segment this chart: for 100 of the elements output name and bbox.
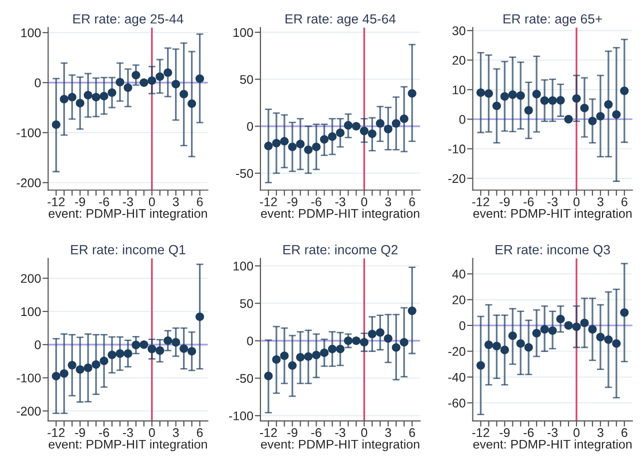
- point: [52, 120, 60, 129]
- x-tick-label: -12: [260, 428, 277, 437]
- point: [360, 126, 368, 136]
- x-axis-title: event: PDMP-HIT integration: [48, 439, 207, 452]
- point: [376, 119, 384, 128]
- x-tick-label: -6: [311, 197, 322, 206]
- x-tick-label: -3: [548, 197, 558, 206]
- x-tick-label: -3: [335, 197, 346, 206]
- point: [172, 80, 180, 88]
- point: [272, 355, 281, 364]
- point: [476, 88, 486, 97]
- point: [500, 346, 509, 354]
- point: [508, 331, 517, 340]
- x-tick-label: -6: [311, 428, 322, 438]
- point: [336, 344, 345, 354]
- x-tick-label: 0: [361, 197, 368, 206]
- point: [516, 91, 525, 100]
- point: [476, 361, 486, 370]
- y-tick-label: 0: [459, 115, 466, 124]
- y-tick-label: -200: [16, 178, 41, 188]
- x-tick-label: 0: [148, 197, 155, 206]
- point: [280, 351, 289, 360]
- point: [304, 145, 313, 154]
- point: [264, 142, 273, 150]
- x-tick-label: 3: [172, 428, 179, 438]
- y-tick-label: -100: [16, 128, 41, 138]
- point: [124, 83, 132, 92]
- point: [84, 364, 92, 372]
- point: [180, 90, 188, 98]
- x-tick-label: -6: [99, 428, 110, 438]
- point: [484, 89, 493, 98]
- y-tick-label: 0: [34, 340, 41, 350]
- point: [408, 89, 416, 98]
- x-tick-label: 3: [597, 197, 604, 206]
- point: [492, 102, 501, 110]
- x-tick-label: 3: [385, 197, 392, 206]
- point: [556, 96, 565, 105]
- point: [188, 99, 196, 108]
- point: [360, 338, 368, 347]
- point: [368, 330, 376, 338]
- point: [156, 346, 164, 355]
- point: [580, 318, 589, 328]
- y-tick-label: -100: [229, 411, 254, 420]
- x-axis-title: event: PDMP-HIT integration: [48, 208, 207, 220]
- point: [296, 140, 305, 148]
- x-tick-label: 0: [148, 428, 155, 438]
- point: [328, 344, 337, 354]
- chart-title: ER rate: income Q2: [283, 244, 398, 257]
- x-tick-label: -3: [548, 428, 558, 438]
- y-tick-label: 100: [234, 28, 254, 37]
- x-tick-label: 6: [196, 428, 203, 438]
- point: [344, 121, 353, 130]
- point: [588, 325, 597, 334]
- y-tick-label: -40: [448, 372, 466, 382]
- chart-title: ER rate: age 45-64: [286, 14, 396, 26]
- x-tick-label: -9: [500, 197, 510, 206]
- chart-title: ER rate: income Q3: [496, 244, 610, 257]
- point: [556, 314, 565, 324]
- point: [148, 76, 156, 85]
- point: [164, 336, 172, 345]
- x-tick-label: -12: [472, 197, 490, 206]
- y-tick-label: 200: [20, 274, 41, 283]
- x-axis-title: event: PDMP-HIT integration: [473, 439, 632, 452]
- y-tick-label: -60: [448, 398, 466, 408]
- point: [352, 336, 361, 346]
- point: [132, 340, 140, 350]
- point: [116, 78, 124, 86]
- x-tick-label: -12: [472, 428, 490, 437]
- y-tick-label: 100: [21, 307, 41, 316]
- point: [84, 90, 92, 100]
- chart-title: ER rate: income Q1: [71, 244, 186, 257]
- x-tick-label: 6: [622, 197, 628, 206]
- y-tick-label: 30: [452, 26, 466, 36]
- y-tick-label: 0: [247, 122, 254, 131]
- point: [148, 344, 156, 354]
- x-tick-label: 0: [361, 428, 368, 438]
- chart-title: ER rate: age 25-44: [73, 14, 184, 26]
- chart-title: ER rate: age 65+: [504, 14, 602, 26]
- point: [100, 356, 108, 366]
- y-tick-label: 0: [459, 321, 466, 330]
- point: [588, 116, 597, 126]
- point: [76, 98, 84, 108]
- point: [492, 342, 501, 350]
- point: [392, 119, 400, 128]
- point: [288, 361, 297, 370]
- point: [620, 308, 629, 317]
- point: [328, 132, 337, 141]
- x-tick-label: 3: [385, 428, 392, 438]
- point: [564, 321, 573, 330]
- point: [596, 112, 605, 121]
- point: [572, 94, 581, 103]
- point: [100, 92, 108, 100]
- x-tick-label: 3: [172, 197, 179, 206]
- x-tick-label: 3: [597, 428, 604, 438]
- y-tick-label: 50: [240, 299, 254, 308]
- point: [368, 129, 376, 138]
- y-tick-label: -200: [16, 406, 41, 416]
- point: [124, 349, 132, 358]
- point: [604, 100, 613, 109]
- x-tick-label: -6: [524, 428, 534, 438]
